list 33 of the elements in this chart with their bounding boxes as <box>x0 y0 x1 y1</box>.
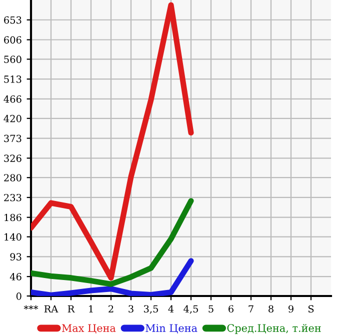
legend-label: Max Цена <box>62 324 116 334</box>
x-tick-label: 9 <box>288 305 294 313</box>
y-tick-label: 653 <box>4 16 22 24</box>
y-tick-label: 280 <box>4 174 22 182</box>
x-tick-label: R <box>68 305 75 312</box>
x-tick-label: 2 <box>108 305 114 312</box>
x-tick-label: *** <box>24 305 38 310</box>
x-tick-label: RA <box>44 305 58 312</box>
x-tick-label: 6 <box>228 305 234 313</box>
y-tick-label: 93 <box>10 253 22 261</box>
y-tick-label: 560 <box>4 56 22 64</box>
y-tick-label: 326 <box>4 154 22 162</box>
y-tick-label: 186 <box>4 214 22 222</box>
y-tick-label: 373 <box>4 134 22 142</box>
x-tick-label: 8 <box>268 305 274 313</box>
y-tick-label: 140 <box>4 233 22 241</box>
x-tick-label: 1 <box>89 305 93 312</box>
x-tick-label: 3,5 <box>144 305 158 314</box>
y-tick-label: 0 <box>16 292 22 300</box>
x-tick-label: 3 <box>128 305 134 313</box>
x-tick-label: 5 <box>208 305 214 313</box>
x-tick-label: 7 <box>248 305 254 312</box>
y-tick-label: 513 <box>4 76 22 83</box>
legend-label: Min Цена <box>146 324 198 334</box>
y-tick-label: 606 <box>4 36 22 44</box>
y-tick-label: 466 <box>4 95 22 103</box>
legend-label: Сред.Цена, т.йен <box>227 324 321 334</box>
y-tick-label: 46 <box>10 273 22 280</box>
y-tick-label: 233 <box>4 194 22 202</box>
x-tick-label: 4,5 <box>184 305 198 314</box>
x-tick-label: S <box>308 305 314 313</box>
y-tick-label: 420 <box>4 114 22 122</box>
x-tick-label: 4 <box>168 305 174 312</box>
